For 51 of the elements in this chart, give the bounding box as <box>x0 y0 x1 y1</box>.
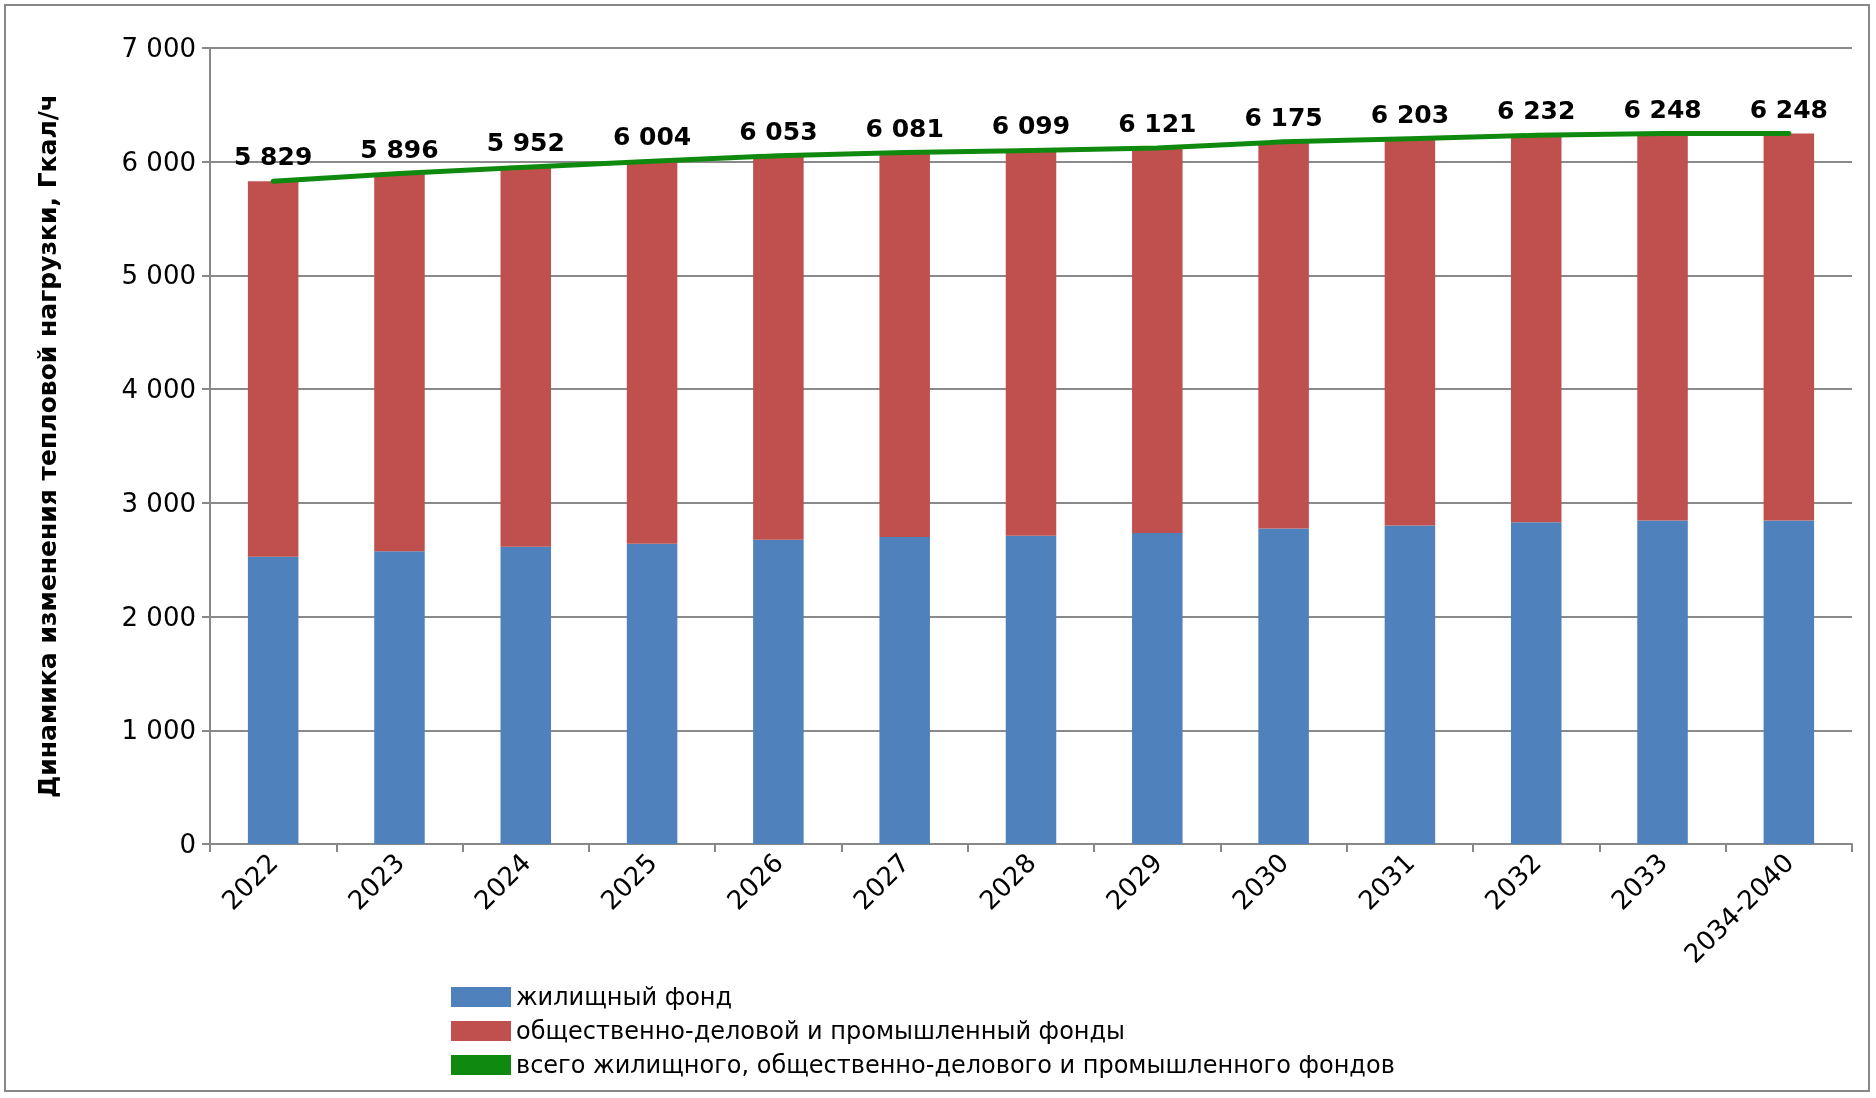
bar <box>374 551 425 844</box>
legend-label: общественно-деловой и промышленный фонды <box>516 1017 1126 1045</box>
bar <box>247 181 299 557</box>
bar <box>753 539 804 844</box>
bar <box>1384 525 1436 844</box>
bar <box>1384 138 1436 526</box>
bar <box>879 536 930 844</box>
bar <box>1637 520 1688 844</box>
data-label: 6 203 <box>1370 99 1450 129</box>
bar <box>500 546 552 844</box>
y-tick-label: 2 000 <box>121 601 196 632</box>
bar <box>500 167 552 547</box>
data-label: 6 248 <box>1623 94 1702 124</box>
y-tick-label: 3 000 <box>121 487 196 518</box>
bar <box>1005 535 1057 844</box>
data-label: 5 896 <box>360 134 439 164</box>
bar <box>1510 522 1562 844</box>
bar <box>1510 135 1562 523</box>
data-label: 6 232 <box>1497 96 1576 126</box>
legend-label: жилищный фонд <box>516 983 733 1011</box>
y-tick-label: 1 000 <box>121 715 196 746</box>
bar <box>1763 133 1815 521</box>
y-tick-label: 7 000 <box>121 33 196 63</box>
bar <box>626 543 678 844</box>
data-label: 5 829 <box>234 142 313 172</box>
bar <box>879 152 930 537</box>
data-label: 6 175 <box>1244 102 1323 132</box>
data-label: 6 081 <box>865 113 944 143</box>
y-tick-label: 4 000 <box>121 374 196 405</box>
bar <box>247 556 299 844</box>
bar <box>1637 133 1688 521</box>
data-label: 5 952 <box>486 128 565 158</box>
y-tick-label: 5 000 <box>121 260 196 291</box>
y-tick-label: 0 <box>179 829 196 859</box>
legend-label: всего жилищного, общественно-делового и промышленного фондов <box>516 1051 1395 1079</box>
data-label: 6 099 <box>991 111 1071 141</box>
bar <box>1132 532 1183 844</box>
bar <box>626 161 678 544</box>
y-axis-title: Динамика изменения тепловой нагрузки, Гкал/ч <box>33 93 62 799</box>
bar <box>753 155 804 540</box>
bar <box>1763 520 1815 844</box>
bar <box>1258 528 1309 844</box>
bar <box>1258 141 1309 529</box>
data-label: 6 053 <box>739 116 818 146</box>
bar <box>374 173 425 552</box>
data-label: 6 004 <box>612 122 692 152</box>
bar <box>1005 150 1057 536</box>
data-label: 6 248 <box>1749 94 1828 124</box>
y-tick-label: 6 000 <box>121 146 196 177</box>
data-label: 6 121 <box>1118 108 1197 138</box>
bar <box>1132 147 1183 533</box>
